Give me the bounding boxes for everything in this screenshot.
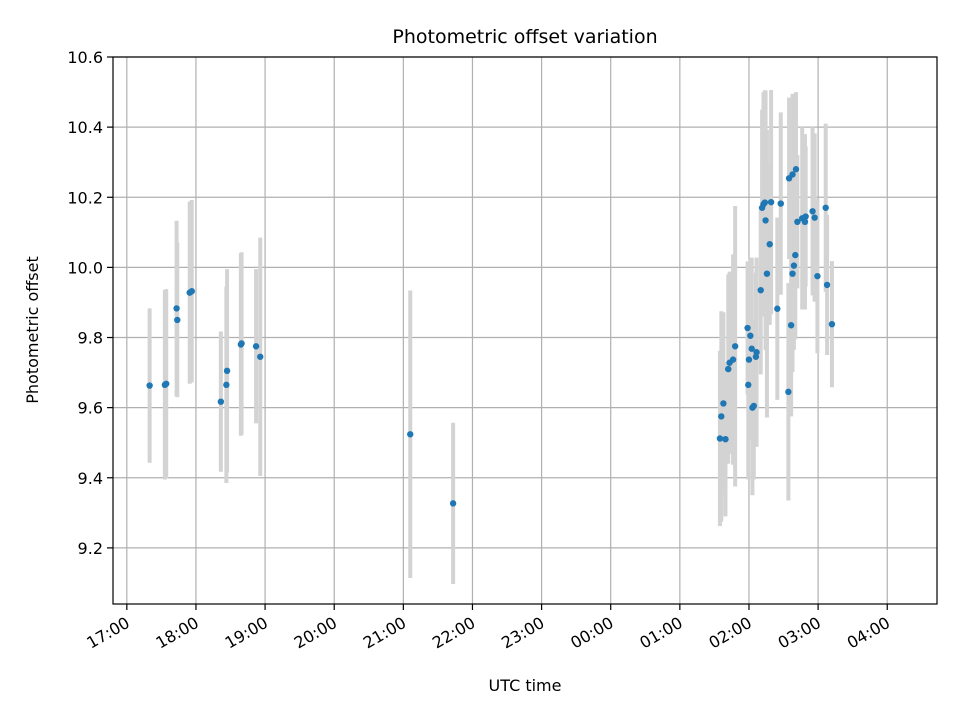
x-tick-label: 01:00 — [636, 613, 685, 653]
data-point — [766, 241, 773, 248]
data-point — [794, 218, 801, 226]
data-point — [790, 262, 798, 269]
x-tick-label: 02:00 — [706, 613, 755, 653]
data-point — [716, 435, 724, 442]
data-point — [792, 251, 799, 259]
data-point — [777, 200, 784, 207]
data-point — [720, 400, 727, 407]
data-point — [750, 402, 758, 410]
chart-title: Photometric offset variation — [392, 26, 657, 48]
data-point — [801, 218, 809, 226]
data-point — [722, 435, 729, 443]
data-points — [146, 166, 836, 507]
x-tick-label: 23:00 — [498, 613, 547, 653]
x-tick-label: 22:00 — [429, 613, 478, 653]
data-point — [174, 316, 181, 324]
data-point — [252, 343, 260, 350]
data-point — [792, 166, 800, 173]
data-point — [217, 398, 225, 405]
x-tick-label: 00:00 — [567, 613, 616, 653]
data-point — [763, 270, 771, 277]
data-point — [774, 305, 781, 312]
y-tick-label: 9.8 — [78, 329, 103, 348]
data-point — [785, 388, 792, 396]
data-point — [731, 343, 739, 350]
y-tick-label: 10.2 — [67, 188, 103, 207]
data-point — [757, 286, 764, 294]
data-point — [449, 500, 457, 507]
x-tick-label: 20:00 — [291, 613, 340, 653]
data-point — [725, 365, 732, 373]
data-point — [762, 217, 769, 224]
y-tick-label: 9.4 — [78, 469, 103, 488]
data-point — [822, 204, 829, 211]
y-axis-label: Photometric offset — [23, 256, 42, 404]
data-point — [789, 270, 796, 277]
plot-frame — [112, 56, 938, 605]
grid-lines — [113, 56, 937, 604]
data-point — [809, 208, 816, 215]
data-point — [811, 214, 818, 221]
data-point — [745, 356, 753, 363]
data-point — [163, 380, 170, 387]
y-tick-label: 9.6 — [78, 399, 103, 418]
x-tick-label: 17:00 — [83, 613, 132, 653]
data-point — [767, 198, 775, 206]
data-point — [718, 413, 725, 420]
data-point — [802, 213, 809, 220]
data-point — [753, 349, 760, 356]
data-point — [173, 305, 180, 312]
data-point — [748, 345, 755, 352]
data-point — [188, 288, 196, 295]
data-point — [744, 324, 751, 332]
x-tick-label: 18:00 — [153, 613, 202, 653]
data-point — [407, 431, 414, 438]
y-tick-label: 10.0 — [67, 258, 103, 277]
data-point — [828, 320, 836, 328]
y-tick-label: 10.6 — [67, 48, 103, 67]
data-point — [257, 353, 264, 360]
data-point — [745, 381, 752, 389]
data-point — [789, 171, 796, 178]
x-tick-label: 03:00 — [775, 613, 824, 653]
x-tick-label: 19:00 — [222, 613, 271, 653]
data-point — [146, 382, 153, 389]
data-point — [814, 272, 821, 280]
y-tick-label: 10.4 — [67, 118, 103, 137]
data-point — [238, 340, 245, 347]
data-point — [761, 199, 769, 206]
data-point — [747, 332, 754, 339]
y-tick-label: 9.2 — [78, 539, 103, 558]
x-tick-label: 04:00 — [844, 613, 893, 653]
data-point — [223, 381, 230, 389]
data-point — [787, 322, 795, 329]
x-axis-label: UTC time — [489, 676, 562, 695]
data-point — [823, 281, 831, 289]
x-tick-label: 21:00 — [360, 613, 409, 653]
data-point — [223, 367, 231, 375]
data-point — [729, 356, 737, 363]
